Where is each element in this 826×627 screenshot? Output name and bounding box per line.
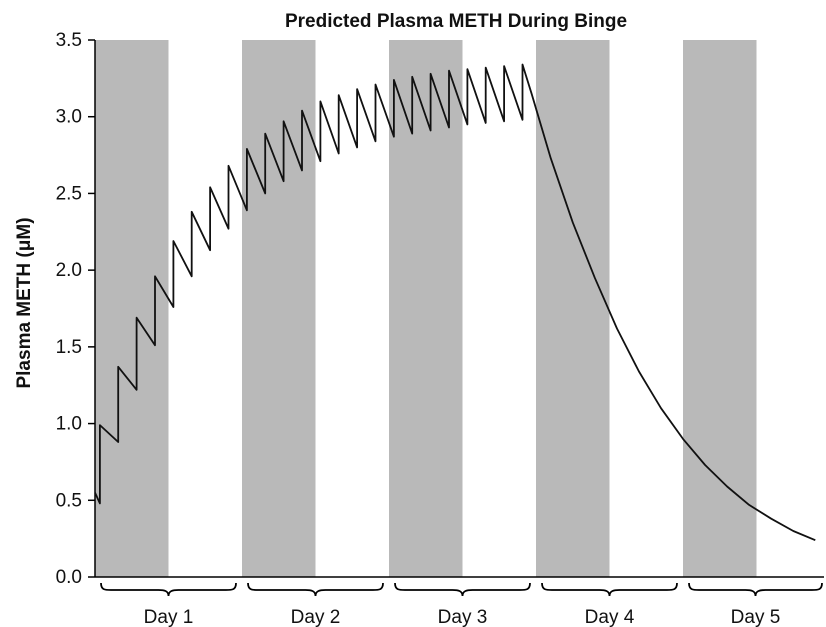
day-2-label: Day 2 xyxy=(291,607,341,627)
y-tick-label: 3.0 xyxy=(56,107,82,128)
shaded-band-1 xyxy=(95,40,169,577)
day-4-label: Day 4 xyxy=(585,607,635,627)
y-axis: 0.0 0.5 1.0 1.5 2.0 2.5 3.0 3.5 xyxy=(56,30,96,588)
day-5-label: Day 5 xyxy=(731,607,781,627)
day-1-brace xyxy=(100,582,237,597)
shaded-band-2 xyxy=(242,40,316,577)
series-line-1 xyxy=(94,63,816,542)
series-group xyxy=(94,63,816,542)
y-axis-title-group: Plasma METH (μM) xyxy=(14,217,35,388)
y-tick-label: 3.5 xyxy=(56,30,82,51)
shaded-band-4 xyxy=(536,40,610,577)
day-3-brace xyxy=(394,582,531,597)
shaded-band-5 xyxy=(683,40,757,577)
chart-title: Predicted Plasma METH During Binge xyxy=(285,11,627,32)
y-tick-label: 0.5 xyxy=(56,490,82,511)
y-axis-title: Plasma METH (μM) xyxy=(14,217,35,388)
day-1-label: Day 1 xyxy=(144,607,194,627)
day-2-brace xyxy=(247,582,384,597)
dose-period-bands xyxy=(95,40,757,577)
y-tick-label: 2.0 xyxy=(56,260,82,281)
y-tick-label: 1.5 xyxy=(56,337,82,358)
day-5-brace xyxy=(688,582,823,597)
y-tick-label: 2.5 xyxy=(56,183,82,204)
day-3-label: Day 3 xyxy=(438,607,488,627)
y-tick-label: 1.0 xyxy=(56,414,82,435)
day-braces: Day 1 Day 2 Day 3 Day 4 Day 5 xyxy=(100,582,823,627)
shaded-band-3 xyxy=(389,40,463,577)
y-tick-label: 0.0 xyxy=(56,567,82,588)
day-4-brace xyxy=(541,582,678,597)
